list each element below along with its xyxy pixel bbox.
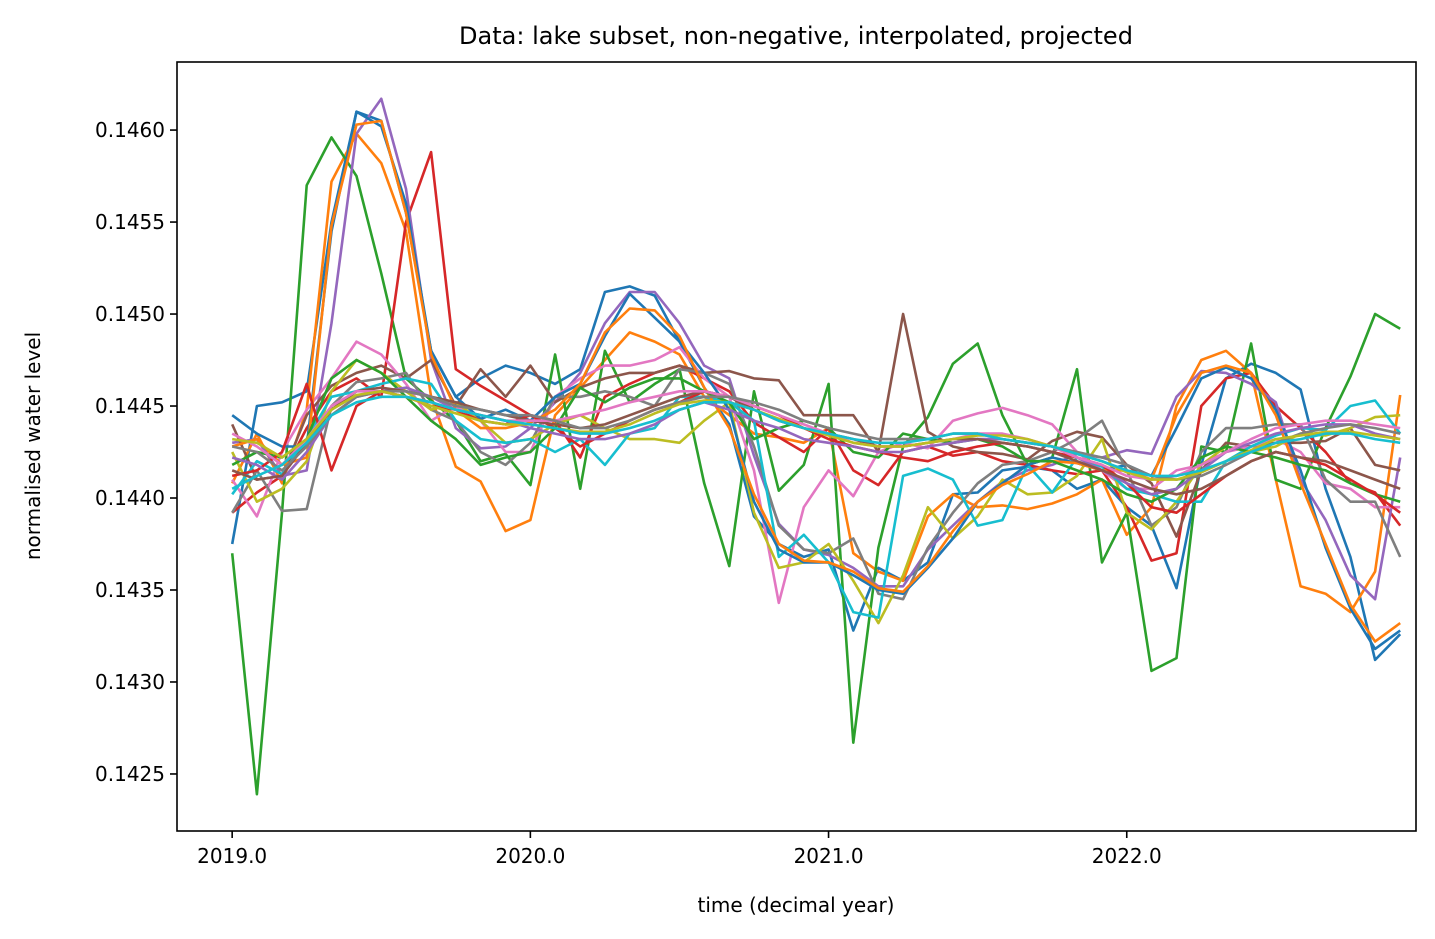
series-line-s20: [231, 395, 1401, 490]
y-tick-label: 0.1430: [95, 670, 165, 694]
x-axis-label: time (decimal year): [698, 893, 895, 917]
series-line-s10: [231, 377, 1402, 619]
y-tick-label: 0.1445: [95, 394, 165, 418]
x-tick-label: 2022.0: [1092, 844, 1162, 868]
y-tick-label: 0.1450: [95, 302, 165, 326]
y-tick-label: 0.1460: [95, 118, 165, 142]
plot-frame: [176, 61, 1417, 832]
series-layer: [230, 97, 1402, 796]
y-tick-label: 0.1455: [95, 210, 165, 234]
x-tick-label: 2020.0: [495, 844, 565, 868]
y-tick-label: 0.1425: [95, 762, 165, 786]
series-line-s12: [231, 119, 1401, 643]
x-tick-label: 2019.0: [197, 844, 267, 868]
series-line-s18: [231, 389, 1401, 481]
x-tick-label: 2021.0: [794, 844, 864, 868]
chart-title: Data: lake subset, non-negative, interpo…: [459, 22, 1133, 50]
x-axis: 2019.0 2020.0 2021.0 2022.0: [197, 831, 1162, 868]
y-tick-label: 0.1440: [95, 486, 165, 510]
y-axis-label: normalised water level: [21, 332, 45, 560]
y-axis: 0.1425 0.1430 0.1435 0.1440 0.1445 0.1450 0.14…: [95, 118, 177, 786]
series-line-s2: [231, 132, 1402, 614]
y-tick-label: 0.1435: [95, 578, 165, 602]
